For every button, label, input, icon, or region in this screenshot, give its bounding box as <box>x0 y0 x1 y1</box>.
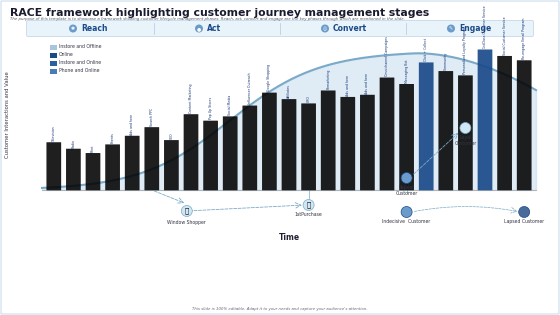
FancyBboxPatch shape <box>301 103 316 190</box>
FancyBboxPatch shape <box>86 153 100 190</box>
Text: This slide is 100% editable. Adapt it to your needs and capture your audience's : This slide is 100% editable. Adapt it to… <box>192 307 368 311</box>
Text: Pop Up Stores: Pop Up Stores <box>209 97 213 119</box>
Text: Repeat
Customer: Repeat Customer <box>395 185 418 196</box>
FancyBboxPatch shape <box>360 95 375 190</box>
Circle shape <box>303 199 314 210</box>
FancyBboxPatch shape <box>26 20 534 37</box>
Text: Click + Collect: Click + Collect <box>424 38 428 61</box>
Text: ◎: ◎ <box>323 26 327 31</box>
Text: Affiliates: Affiliates <box>287 84 291 98</box>
Text: Content Marketing: Content Marketing <box>189 83 193 113</box>
Text: Ads and here: Ads and here <box>130 113 134 135</box>
FancyBboxPatch shape <box>399 84 414 190</box>
Circle shape <box>321 25 329 32</box>
Text: 🤝: 🤝 <box>306 202 311 208</box>
Text: Social Customer Service: Social Customer Service <box>503 16 507 55</box>
Text: Remarketing: Remarketing <box>326 69 330 89</box>
Text: RACE framework highlighting customer journey management stages: RACE framework highlighting customer jou… <box>10 8 430 18</box>
Text: Phone and Online: Phone and Online <box>59 68 100 73</box>
Circle shape <box>181 205 192 216</box>
Text: Reach: Reach <box>81 24 108 33</box>
Text: Print: Print <box>91 145 95 152</box>
Circle shape <box>519 207 530 217</box>
Circle shape <box>401 173 412 184</box>
FancyBboxPatch shape <box>340 97 355 190</box>
Text: Customer Interactions and Value: Customer Interactions and Value <box>6 71 11 158</box>
FancyBboxPatch shape <box>380 77 394 190</box>
Circle shape <box>401 207 412 217</box>
Text: Engage: Engage <box>459 24 491 33</box>
Text: Personalised Loyalty Program: Personalised Loyalty Program <box>464 27 468 74</box>
Text: SEO: SEO <box>170 132 174 139</box>
Text: Ads and here: Ads and here <box>366 72 370 94</box>
Text: Omnichannel Campaigns: Omnichannel Campaigns <box>385 36 389 76</box>
Text: Loyal
Customer: Loyal Customer <box>454 135 477 146</box>
FancyBboxPatch shape <box>419 62 433 190</box>
FancyBboxPatch shape <box>203 121 218 190</box>
Text: Instore and Online: Instore and Online <box>59 60 101 66</box>
Text: Messaging Bot: Messaging Bot <box>404 59 409 83</box>
Text: Act: Act <box>207 24 221 33</box>
Circle shape <box>460 123 471 134</box>
Text: 🛒: 🛒 <box>185 208 189 214</box>
Text: ✎: ✎ <box>449 26 453 31</box>
Text: Events: Events <box>111 132 115 143</box>
Text: Search PPC: Search PPC <box>150 108 154 126</box>
Text: Window Shopper: Window Shopper <box>167 220 206 225</box>
Text: Google Shopping: Google Shopping <box>268 65 272 91</box>
Circle shape <box>447 25 455 32</box>
Text: Instore and Offline: Instore and Offline <box>59 44 101 49</box>
Text: Radio: Radio <box>72 139 76 147</box>
Text: Re-engage Email Program: Re-engage Email Program <box>522 18 526 59</box>
Text: Ads and here: Ads and here <box>346 75 350 96</box>
FancyBboxPatch shape <box>438 71 453 190</box>
Bar <box>50 53 57 58</box>
Text: Television: Television <box>52 125 56 141</box>
FancyBboxPatch shape <box>105 144 120 190</box>
FancyBboxPatch shape <box>321 90 335 190</box>
FancyBboxPatch shape <box>458 75 473 190</box>
FancyBboxPatch shape <box>262 93 277 190</box>
Text: Online: Online <box>59 53 74 58</box>
FancyBboxPatch shape <box>46 142 61 190</box>
Bar <box>50 44 57 49</box>
Text: CRO: CRO <box>307 95 311 102</box>
Text: Social Media: Social Media <box>228 95 232 115</box>
Text: Influencer Outreach: Influencer Outreach <box>248 73 252 104</box>
FancyBboxPatch shape <box>66 149 81 190</box>
Bar <box>50 60 57 66</box>
FancyBboxPatch shape <box>517 60 531 190</box>
Text: The purpose of this template is to showcase a framework showing customer lifecyc: The purpose of this template is to showc… <box>10 17 405 21</box>
Circle shape <box>69 25 77 32</box>
Text: ✱: ✱ <box>71 26 75 31</box>
Circle shape <box>195 25 203 32</box>
Text: Convert: Convert <box>333 24 367 33</box>
FancyBboxPatch shape <box>184 114 198 190</box>
Text: 1stPurchase: 1stPurchase <box>295 212 323 217</box>
FancyBboxPatch shape <box>497 56 512 190</box>
Text: Lapsed Customer: Lapsed Customer <box>504 219 544 224</box>
FancyBboxPatch shape <box>242 106 257 190</box>
Bar <box>50 68 57 73</box>
FancyBboxPatch shape <box>223 116 237 190</box>
FancyBboxPatch shape <box>125 136 139 190</box>
Text: Time: Time <box>278 233 300 242</box>
FancyBboxPatch shape <box>282 99 296 190</box>
FancyBboxPatch shape <box>144 127 159 190</box>
Text: 1stClass Customer Service: 1stClass Customer Service <box>483 6 487 48</box>
FancyBboxPatch shape <box>164 140 179 190</box>
Text: ●: ● <box>197 26 201 31</box>
Text: Indecisive  Customer: Indecisive Customer <box>382 219 431 224</box>
Text: Community: Community <box>444 52 448 70</box>
FancyBboxPatch shape <box>478 49 492 190</box>
